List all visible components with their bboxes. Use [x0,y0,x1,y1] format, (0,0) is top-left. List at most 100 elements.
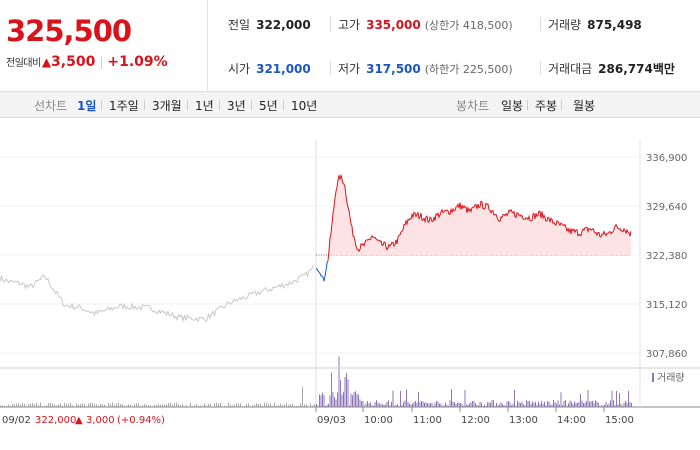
today-volume-bar [335,399,337,407]
x-tick-label: 11:00 [413,415,442,426]
today-volume-bar [482,405,484,407]
today-volume-bar [355,391,356,407]
today-volume-bar [542,403,544,407]
today-volume-bar [499,404,500,407]
up-arrow-icon: ▲ [41,55,52,69]
current-price: 325,500 [6,14,132,48]
volume-bars [0,356,632,407]
prev-volume-bar [306,404,307,407]
open-price: 시가 321,000 [228,60,311,77]
prev-volume-bar [58,404,59,407]
prev-volume-bar [120,404,121,407]
y-tick-label: 322,380 [646,251,687,262]
candle-chart-label: 봉차트 [456,99,490,113]
today-volume-bar [583,402,584,407]
today-volume-bar [460,402,461,407]
prev-volume-bar [88,403,89,407]
today-volume-bar [533,402,535,407]
today-volume-bar [511,405,512,407]
today-volume-bar [365,403,367,407]
prev-volume-bar [224,405,225,407]
today-volume-bar [358,394,359,407]
tab-period-10y[interactable]: 10년 [291,99,318,113]
prev-volume-bar [100,403,101,407]
tab-period-3y[interactable]: 3년 [227,99,246,113]
today-volume-bar [376,400,377,407]
prev-volume-bar [228,402,229,407]
prev-volume-bar [264,402,265,407]
today-volume-bar [392,390,394,407]
tab-divider [144,100,145,110]
today-volume-bar [496,402,497,407]
chart-tab-bar: 선차트 1일 1주일 3개월 1년 3년 5년 10년 봉차트 일봉 주봉 월봉 [0,92,700,118]
prev-volume-bar [96,404,97,407]
prev-volume-bar [232,405,233,407]
y-tick-label: 315,120 [646,300,687,311]
today-volume-bar [616,390,617,407]
prev-volume-bar [8,404,9,407]
tab-candle-weekly[interactable]: 주봉 [535,99,558,113]
today-volume-bar [535,401,536,407]
prev-volume-bar [94,403,95,407]
today-volume-bar [598,402,599,407]
today-volume-bar [380,404,382,407]
divider [330,17,331,31]
prev-volume-bar [114,405,115,407]
prev-change-pct-label: (+0.94%) [117,415,165,426]
today-volume-bar [481,402,482,407]
today-volume-bar [617,404,619,407]
today-volume-bar [359,399,361,407]
open-value: 321,000 [256,62,311,76]
today-volume-bar [575,402,577,407]
prev-volume-bar [290,404,291,407]
today-volume-bar [422,401,424,407]
change-label: 전일대비 [6,58,41,69]
price-chart: 336,900 329,640 322,380 315,120 307,860 09/0… [0,140,700,450]
prev-volume-bar [168,402,169,407]
divider [540,61,541,75]
today-volume-bar [476,404,478,407]
prev-volume-bar [22,403,23,407]
low-price: 저가 317,500 (하한가 225,500) [338,60,513,77]
change-value: 3,500 [51,54,96,70]
tab-divider [283,100,284,110]
prev-volume-bar [28,404,29,407]
today-volume-bar [560,392,562,407]
today-volume-bar [509,402,511,407]
today-volume-bar [442,405,443,407]
prev-volume-bar [182,403,183,407]
today-line-up [327,174,632,261]
tab-candle-monthly[interactable]: 월봉 [573,99,596,113]
prev-volume-bar [274,402,275,407]
prev-volume-bar [220,402,221,407]
chart-background [0,140,700,450]
today-volume-bar [497,405,499,407]
prev-volume-bar [52,403,53,407]
tab-candle-daily[interactable]: 일봉 [501,99,524,113]
tab-period-3m[interactable]: 3개월 [152,99,182,113]
today-volume-bar [343,391,344,407]
today-volume-bar [473,400,475,407]
prev-volume-bar [312,405,313,407]
prev-volume-bar [84,403,85,407]
x-tick-label: 12:00 [461,415,490,426]
today-volume-bar [443,405,445,407]
prev-day-series [0,265,314,323]
tab-divider [219,100,220,110]
today-volume-bar [389,405,391,407]
today-volume-bar [328,404,329,407]
prev-volume-bar [248,403,249,407]
prev-volume-bar [80,404,81,407]
today-volume-bar [475,403,476,407]
today-volume-bar [386,402,388,407]
tab-period-1d[interactable]: 1일 [77,99,97,113]
tab-period-1y[interactable]: 1년 [195,99,214,113]
tab-period-1w[interactable]: 1주일 [109,99,139,113]
today-volume-bar [517,400,518,407]
today-volume-bar [508,400,509,407]
prev-volume-bar [272,405,273,407]
today-volume-bar [493,400,494,407]
today-volume-bar [395,405,397,407]
tab-period-5y[interactable]: 5년 [259,99,278,113]
today-volume-bar [413,402,415,407]
